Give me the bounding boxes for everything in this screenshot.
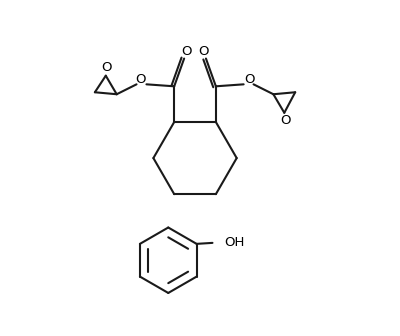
Text: OH: OH	[224, 236, 245, 249]
Text: O: O	[102, 61, 112, 74]
Text: O: O	[181, 45, 191, 58]
Text: O: O	[280, 114, 290, 127]
Text: O: O	[135, 73, 146, 86]
Text: O: O	[199, 45, 209, 58]
Text: O: O	[244, 73, 255, 86]
